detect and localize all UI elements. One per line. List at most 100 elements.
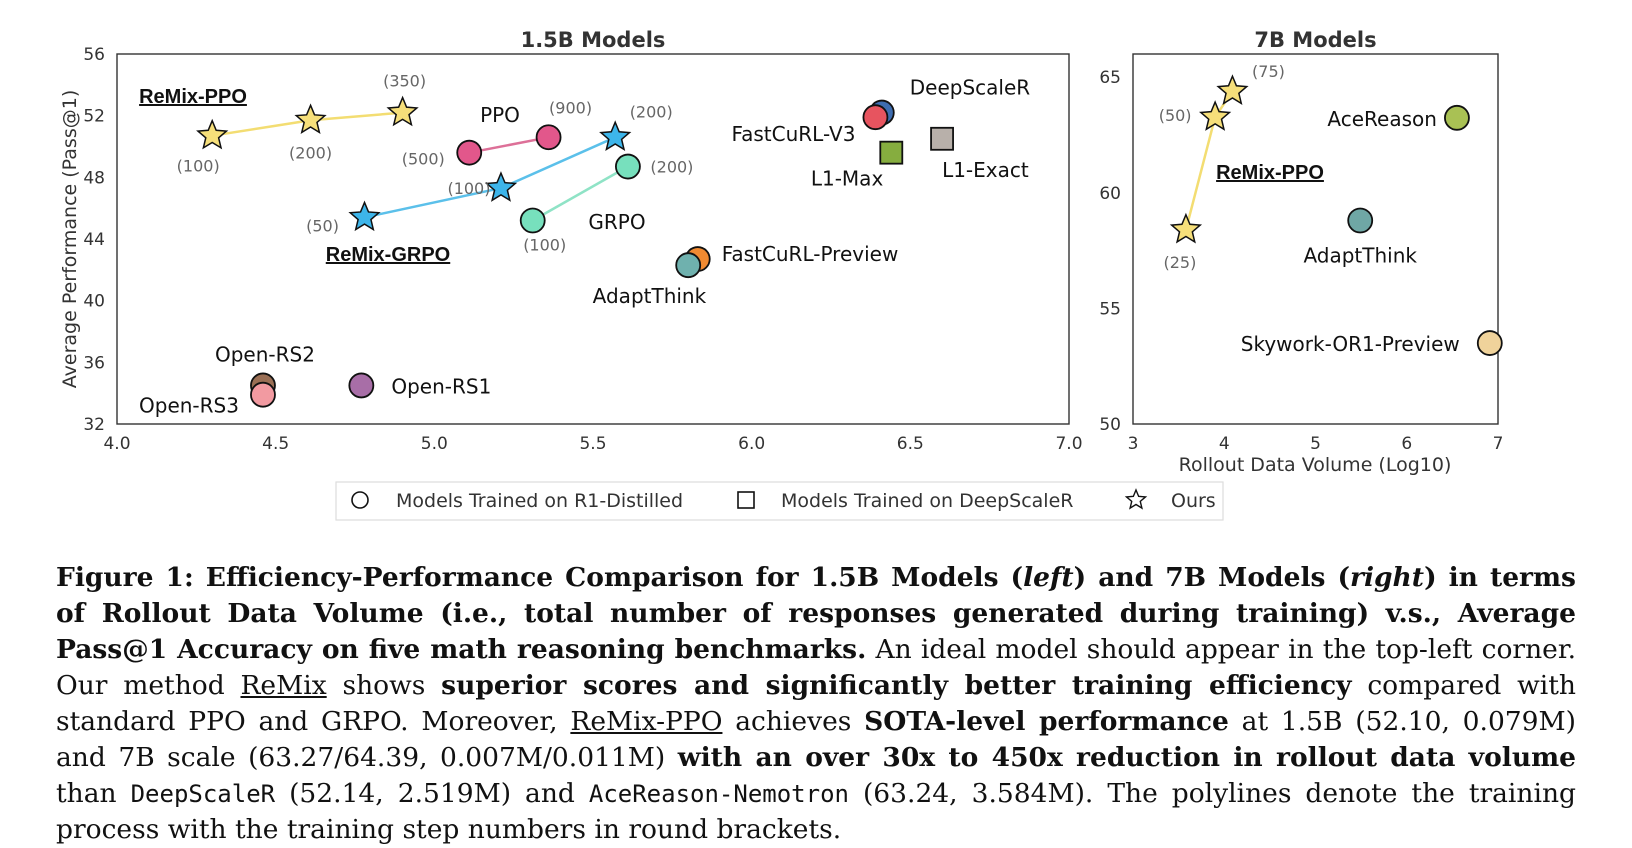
step-label: (200) (650, 158, 693, 177)
x-tick-label: 7 (1493, 434, 1504, 454)
plot-frame (116, 53, 1070, 425)
series-point (1199, 100, 1232, 131)
y-tick-label: 56 (83, 45, 105, 65)
caption-segment: right (1349, 562, 1425, 593)
data-point (862, 104, 889, 131)
legend-square-icon (737, 491, 755, 509)
caption-segment: than (56, 778, 131, 809)
step-label: (100) (447, 179, 490, 198)
step-label: (75) (1252, 62, 1285, 81)
point-label: AceReason (1327, 107, 1437, 131)
y-tick-label: 65 (1099, 68, 1121, 88)
series-point (1216, 74, 1249, 105)
series-point (196, 118, 229, 150)
x-tick-label: 4.5 (262, 434, 289, 454)
x-tick-label: 4 (1219, 434, 1230, 454)
step-label: (200) (289, 143, 332, 162)
point-label: L1-Max (811, 167, 884, 191)
series-label: ReMix-PPO (1216, 162, 1324, 184)
y-tick-label: 52 (83, 107, 105, 127)
series-point (599, 120, 632, 151)
caption-segment: achieves (722, 706, 865, 737)
point-label: AdaptThink (593, 284, 707, 308)
step-label: (50) (306, 216, 339, 235)
legend-box (335, 481, 1224, 521)
data-point (250, 381, 276, 408)
caption-segment: left (1023, 562, 1074, 593)
point-label: Open-RS3 (139, 394, 239, 418)
series-point (386, 95, 419, 127)
series-label: GRPO (588, 210, 645, 234)
step-label: (100) (523, 236, 566, 255)
legend-circle-icon (351, 491, 369, 509)
y-axis-label: Average Performance (Pass@1) (59, 90, 81, 388)
point-label: Open-RS1 (391, 374, 491, 398)
chart-title: 7B Models (1254, 28, 1376, 52)
point-label: Skywork-OR1-Preview (1241, 332, 1460, 356)
caption-segment: superior scores and significantly better… (441, 670, 1352, 701)
series-label: ReMix-PPO (139, 86, 247, 108)
caption-segment: SOTA-level performance (864, 706, 1229, 737)
legend-star-icon (1124, 488, 1148, 510)
chart-title: 1.5B Models (521, 28, 666, 52)
series-point (294, 103, 327, 135)
caption-segment: with an over 30x to 450x reduction in ro… (677, 742, 1576, 773)
x-tick-label: 6.5 (897, 434, 924, 454)
point-label: AdaptThink (1303, 244, 1417, 268)
data-point (930, 126, 954, 151)
legend-label: Models Trained on R1-Distilled (396, 490, 683, 512)
plot-frame (1132, 53, 1499, 425)
series-line-grpo (532, 165, 629, 222)
caption-segment: ReMix-PPO (570, 706, 723, 737)
step-label: (100) (177, 157, 220, 176)
data-point (1444, 104, 1470, 131)
series-point (348, 200, 381, 232)
series-point (519, 207, 546, 234)
y-tick-label: 40 (83, 292, 105, 312)
y-tick-label: 48 (83, 168, 105, 188)
caption-segment: An ideal model should appear in the top-… (56, 634, 1577, 701)
data-point (879, 140, 904, 165)
step-label: (500) (402, 150, 445, 169)
caption-segment: compared with standard PPO and GRPO. Mor… (56, 670, 1576, 737)
caption-segment: at 1.5B (52.10, 0.079M) and 7B scale (63… (56, 706, 1576, 773)
series-point (615, 153, 641, 180)
data-point (348, 372, 375, 399)
y-tick-label: 36 (83, 353, 105, 373)
y-tick-label: 50 (1099, 415, 1121, 435)
series-point (535, 124, 562, 151)
data-point (1347, 207, 1374, 234)
point-label: FastCuRL-Preview (722, 242, 899, 266)
x-tick-label: 6.0 (738, 434, 765, 454)
x-tick-label: 4.0 (103, 434, 130, 454)
caption-segment: ReMix (240, 670, 327, 701)
point-label: Open-RS2 (215, 342, 315, 366)
x-tick-label: 3 (1128, 434, 1139, 454)
legend-label: Ours (1171, 490, 1216, 512)
step-label: (50) (1159, 106, 1192, 125)
caption-segment: DeepScaleR (130, 780, 276, 808)
legend-label: Models Trained on DeepScaleR (781, 490, 1073, 512)
caption-segment: ) and 7B Models ( (1073, 562, 1350, 593)
data-point (675, 252, 702, 279)
caption-segment: shows (326, 670, 442, 701)
y-tick-label: 44 (83, 230, 105, 250)
point-label: DeepScaleR (910, 76, 1031, 100)
caption-segment: (52.14, 2.519M) and (275, 778, 589, 809)
data-point (1476, 330, 1503, 356)
x-axis-label: Rollout Data Volume (Log10) (1179, 454, 1452, 476)
caption-segment: AceReason-Nemotron (588, 780, 849, 808)
x-tick-label: 7.0 (1055, 434, 1082, 454)
x-tick-label: 5.0 (421, 434, 448, 454)
series-line-ppo (468, 136, 549, 154)
x-tick-label: 5 (1310, 434, 1321, 454)
step-label: (350) (383, 72, 426, 91)
point-label: L1-Exact (942, 158, 1029, 182)
series-point (1169, 212, 1203, 244)
figure-caption: Figure 1: Efficiency-Performance Compari… (56, 560, 1576, 848)
series-label: PPO (480, 103, 520, 127)
caption-segment: ) in terms of Rollout Data Volume (i.e.,… (56, 562, 1576, 665)
y-tick-label: 60 (1099, 184, 1121, 204)
step-label: (900) (549, 98, 592, 117)
y-tick-label: 32 (83, 415, 105, 435)
